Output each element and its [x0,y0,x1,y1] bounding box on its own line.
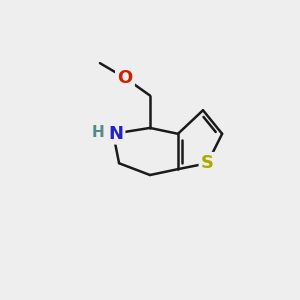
Text: N: N [109,125,124,143]
Text: S: S [201,154,214,172]
Text: O: O [117,69,133,87]
Text: H: H [92,125,104,140]
